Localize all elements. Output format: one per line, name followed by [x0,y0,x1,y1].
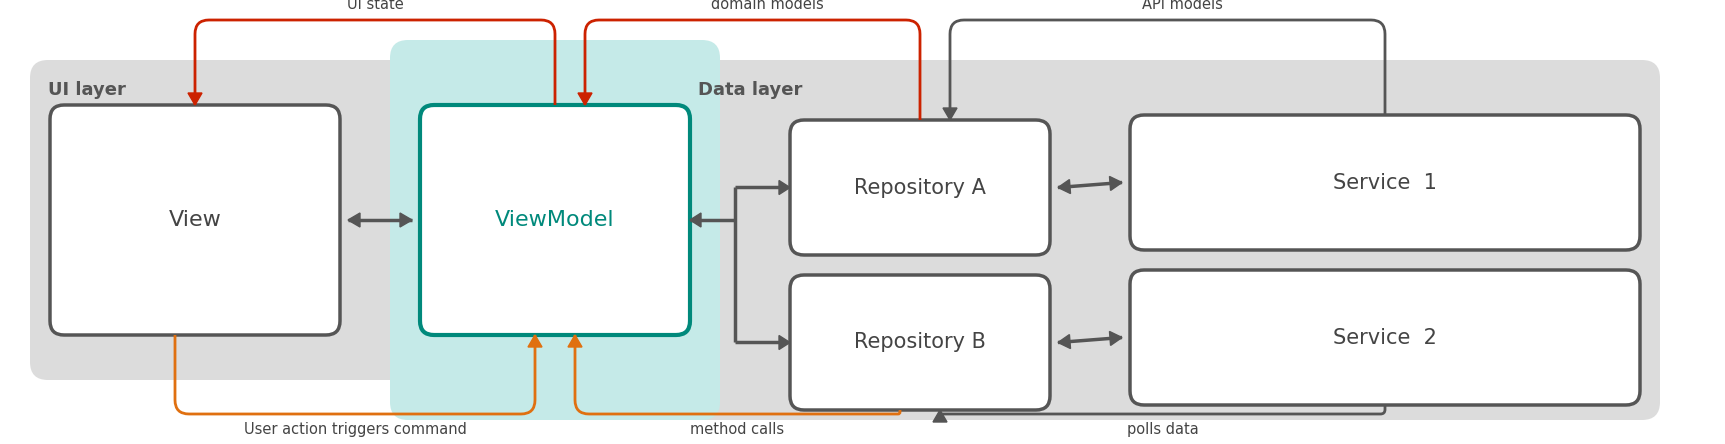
Text: domain models: domain models [711,0,825,12]
Polygon shape [578,93,592,105]
Text: Repository B: Repository B [854,333,987,353]
Polygon shape [1057,179,1071,194]
Polygon shape [1057,335,1071,349]
Polygon shape [348,213,361,227]
FancyBboxPatch shape [1130,270,1640,405]
Text: API models: API models [1142,0,1223,12]
Text: method calls: method calls [690,422,785,437]
Text: Service  1: Service 1 [1333,173,1437,193]
Polygon shape [528,335,542,347]
FancyBboxPatch shape [29,60,419,380]
Text: UI layer: UI layer [48,81,126,99]
FancyBboxPatch shape [790,275,1051,410]
Text: ViewModel: ViewModel [495,210,614,230]
Text: polls data: polls data [1126,422,1199,437]
Text: Data layer: Data layer [699,81,802,99]
FancyBboxPatch shape [790,120,1051,255]
FancyBboxPatch shape [419,105,690,335]
FancyBboxPatch shape [50,105,340,335]
Polygon shape [1109,332,1121,345]
Polygon shape [1109,176,1121,190]
FancyBboxPatch shape [680,60,1659,420]
Text: View: View [169,210,221,230]
Text: Service  2: Service 2 [1333,328,1437,348]
Text: User action triggers command: User action triggers command [243,422,466,437]
Polygon shape [780,336,790,349]
Polygon shape [944,108,957,120]
Polygon shape [188,93,202,105]
Text: Repository A: Repository A [854,178,987,198]
Polygon shape [780,181,790,194]
Polygon shape [690,213,700,227]
Polygon shape [568,335,581,347]
FancyBboxPatch shape [390,40,719,420]
Polygon shape [400,213,412,227]
Text: UI state: UI state [347,0,404,12]
Polygon shape [933,410,947,422]
FancyBboxPatch shape [1130,115,1640,250]
